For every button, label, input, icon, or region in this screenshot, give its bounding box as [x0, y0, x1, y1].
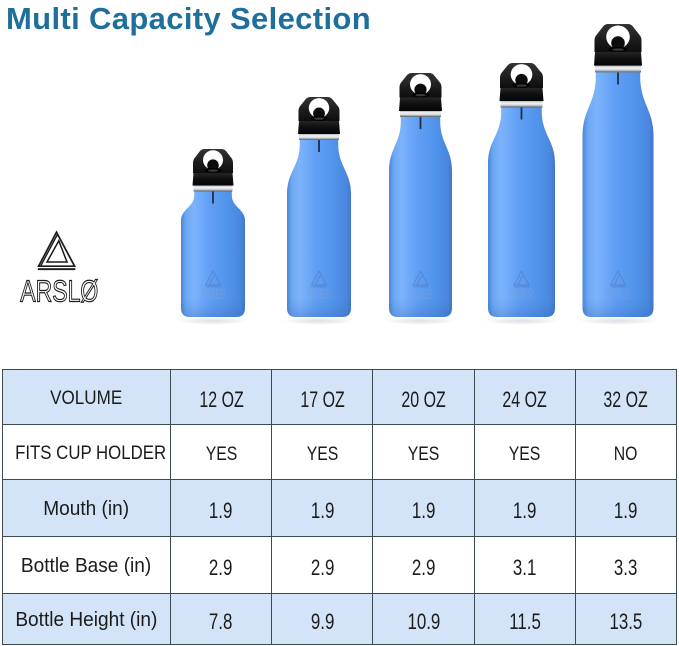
svg-text:ARSLO: ARSLO: [307, 287, 331, 297]
svg-text:ARSLO: ARSLO: [409, 287, 433, 297]
svg-text:ARSLO: ARSLO: [606, 287, 630, 297]
svg-text:ARSLØ: ARSLØ: [20, 275, 98, 309]
svg-text:ARSLO: ARSLO: [201, 287, 225, 297]
svg-text:ARSLO: ARSLO: [510, 287, 534, 297]
